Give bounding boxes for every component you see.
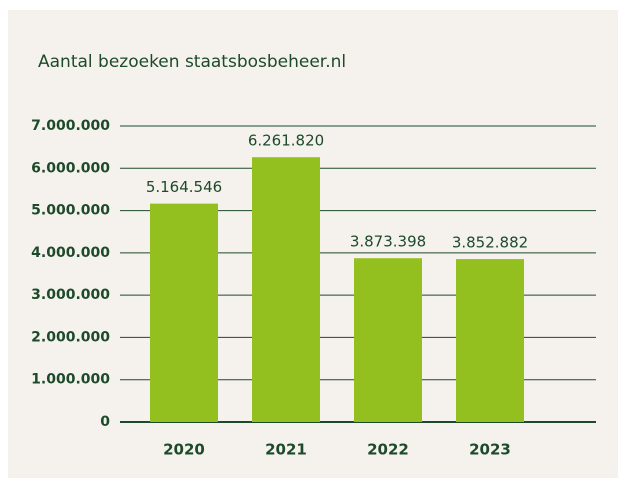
chart-title: Aantal bezoeken staatsbosbeheer.nl xyxy=(38,52,346,72)
x-tick-label: 2023 xyxy=(469,441,511,459)
y-tick-label: 5.000.000 xyxy=(31,203,110,219)
x-tick-label: 2020 xyxy=(163,441,205,459)
y-tick-label: 3.000.000 xyxy=(31,287,110,303)
y-tick-label: 1.000.000 xyxy=(31,372,110,388)
value-label: 3.852.882 xyxy=(452,234,528,252)
bar xyxy=(252,157,320,422)
value-label: 5.164.546 xyxy=(146,178,222,196)
y-tick-label: 7.000.000 xyxy=(31,118,110,134)
y-tick-label: 4.000.000 xyxy=(31,245,110,261)
x-tick-label: 2022 xyxy=(367,441,409,459)
value-label: 6.261.820 xyxy=(248,132,324,150)
x-tick-label: 2021 xyxy=(265,441,307,459)
y-tick-label: 0 xyxy=(100,414,110,430)
bar xyxy=(354,258,422,422)
y-tick-label: 6.000.000 xyxy=(31,160,110,176)
y-tick-label: 2.000.000 xyxy=(31,329,110,345)
bar xyxy=(150,203,218,422)
value-label: 3.873.398 xyxy=(350,233,426,251)
bar xyxy=(456,259,524,422)
